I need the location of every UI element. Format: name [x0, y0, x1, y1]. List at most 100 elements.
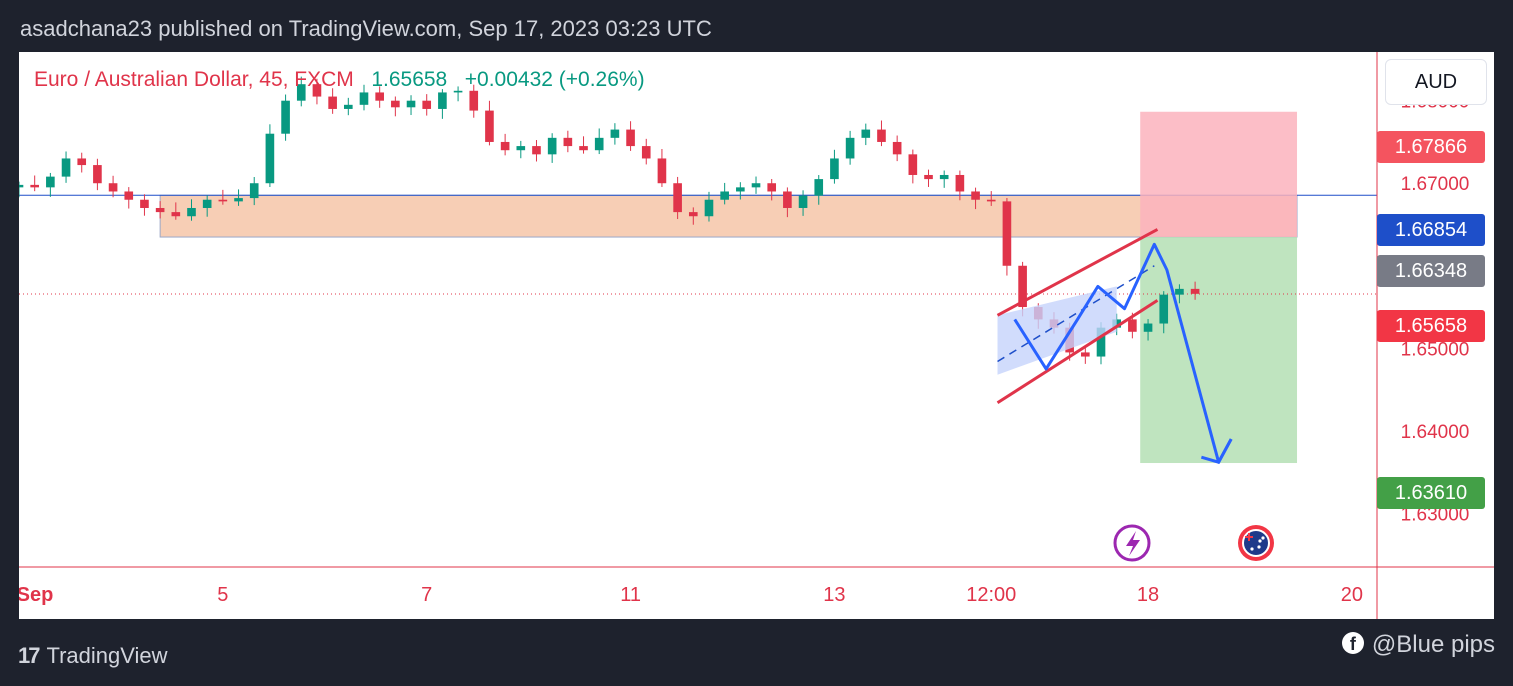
candle-body [767, 183, 777, 192]
candle-body [1018, 265, 1027, 308]
candle-body [720, 191, 729, 200]
candle-body [375, 92, 384, 101]
candle-body [986, 199, 996, 202]
y-tick-label: 1.64000 [1401, 422, 1470, 443]
candle-body [673, 183, 682, 213]
author-credit: f @Blue pips [1341, 631, 1495, 659]
candle-body [391, 100, 400, 108]
candle-body [814, 179, 824, 196]
projection-arrow [1013, 242, 1233, 464]
candle-body [422, 100, 432, 109]
y-tick-label: 1.67000 [1401, 174, 1470, 195]
candle-body [124, 191, 134, 200]
publish-header: asadchana23 published on TradingView.com… [0, 0, 1513, 52]
candle-body [626, 129, 635, 147]
candle-body [187, 207, 196, 217]
candle-body [971, 191, 980, 200]
candle-body [563, 137, 573, 147]
symbol-price: 1.65658 [371, 68, 448, 91]
candle-body [359, 92, 369, 105]
candle-body [1081, 352, 1090, 357]
candle-body [610, 129, 620, 138]
candle-body [861, 129, 871, 138]
chart-panel[interactable]: 1.680001.670001.660001.650001.640001.630… [19, 52, 1494, 619]
candle-body [783, 191, 792, 208]
stop-loss-box [1140, 111, 1298, 238]
channel-fill [997, 286, 1117, 375]
candle-body [202, 199, 212, 208]
candle-body [688, 212, 698, 217]
candle-body [1143, 323, 1153, 332]
tradingview-logo[interactable]: 17 TradingView [18, 643, 168, 669]
candle-body [406, 100, 416, 108]
candle-body [312, 84, 322, 97]
candle-body [155, 207, 165, 213]
australia-flag-icon [1238, 525, 1274, 561]
channel-midline [997, 265, 1155, 363]
x-tick-label: Sep [19, 584, 53, 606]
x-tick-label: 12:00 [966, 584, 1016, 606]
lightning-icon [1113, 524, 1151, 562]
candle-body [77, 158, 87, 166]
resistance-badge: 1.66854 [1377, 214, 1485, 246]
currency-button[interactable]: AUD [1385, 59, 1487, 105]
tradingview-logo-text: TradingView [46, 643, 168, 668]
x-tick-label: 7 [421, 584, 432, 606]
candle-body [93, 165, 102, 184]
candle-body [736, 187, 745, 192]
candle-body [1002, 201, 1012, 266]
candle-body [1175, 288, 1184, 295]
current-price-badge: 1.65658 [1377, 310, 1485, 342]
x-tick-label: 11 [620, 584, 641, 606]
candle-body [704, 199, 714, 217]
candle-body [234, 198, 243, 202]
candle-body [657, 158, 667, 184]
candle-body [46, 176, 55, 188]
x-tick-label: 5 [217, 584, 228, 606]
candle-body [939, 174, 949, 180]
footer-bar: 17 TradingView f @Blue pips [0, 619, 1513, 686]
symbol-change: +0.00432 (+0.26%) [464, 68, 645, 91]
channel-line [996, 299, 1159, 405]
candle-body [751, 183, 761, 188]
take-profit-box [1140, 237, 1298, 464]
candle-body [594, 137, 604, 151]
projection-arrowhead [1200, 438, 1233, 464]
candle-body [798, 195, 808, 208]
tradingview-logo-icon: 17 [18, 643, 41, 668]
x-tick-label: 13 [823, 584, 845, 606]
x-tick-label: 18 [1137, 584, 1159, 606]
symbol-legend[interactable]: Euro / Australian Dollar, 45, FXCM 1.656… [34, 68, 645, 92]
author-credit-text: @Blue pips [1371, 631, 1495, 658]
candle-body [343, 104, 353, 109]
candle-body [1190, 288, 1200, 294]
candle-body [249, 183, 259, 199]
candle-body [845, 137, 855, 159]
take-profit-badge: 1.63610 [1377, 477, 1485, 509]
entry-badge: 1.66348 [1377, 255, 1485, 287]
price-chart[interactable]: 1.680001.670001.660001.650001.640001.630… [19, 52, 1494, 619]
candle-body [1159, 294, 1169, 324]
candle-body [61, 158, 71, 177]
candle-body [830, 158, 839, 180]
symbol-name: Euro / Australian Dollar, 45, FXCM [34, 68, 354, 91]
candle-body [500, 141, 510, 151]
candle-body [19, 184, 24, 188]
candle-body [1096, 327, 1106, 357]
candle-body [108, 183, 118, 192]
candle-body [281, 100, 290, 134]
candle-body [469, 90, 479, 111]
channel-line [996, 228, 1159, 317]
y-tick-label: 1.63000 [1401, 504, 1470, 525]
candle-body [30, 184, 39, 188]
stop-loss-badge: 1.67866 [1377, 131, 1485, 163]
candle-body [877, 129, 886, 142]
candle-body [140, 199, 149, 208]
candle-body [547, 137, 557, 155]
candle-body [516, 146, 526, 151]
candle-body [328, 96, 337, 109]
publish-info-text: asadchana23 published on TradingView.com… [20, 16, 712, 41]
candle-body [908, 154, 918, 175]
candle-body [892, 141, 902, 155]
facebook-icon: f [1341, 632, 1364, 654]
